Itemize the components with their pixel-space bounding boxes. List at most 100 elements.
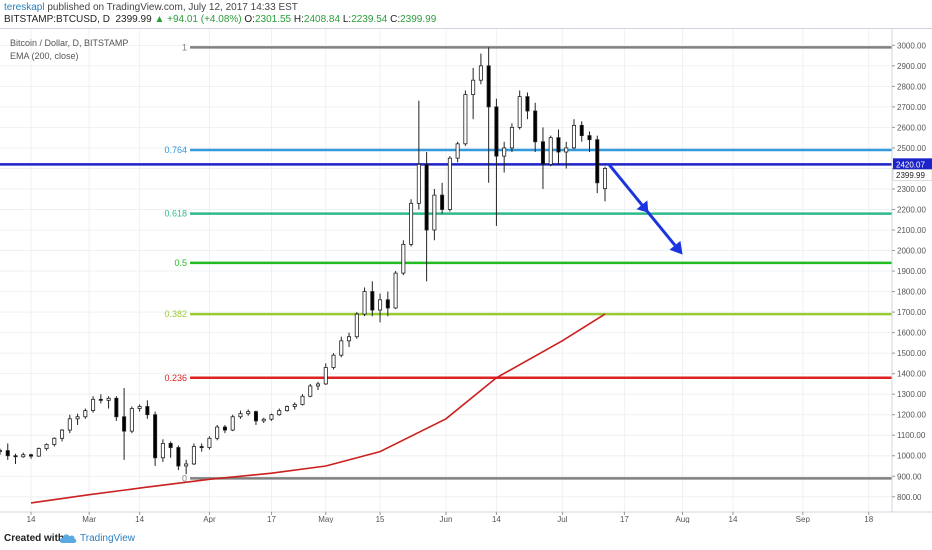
candle-body: [114, 397, 119, 418]
candle-body: [393, 272, 398, 309]
candle-body: [292, 404, 297, 407]
forecast-arrow[interactable]: [607, 163, 683, 255]
ema-200-line: [30, 313, 606, 504]
candle-body: [463, 94, 468, 145]
grid-lines: [0, 29, 892, 512]
candle-body: [83, 410, 88, 418]
price-chart[interactable]: 1 0.764 0.618 0.5 0.382 0.236 0 800.00 900.00 10…: [0, 29, 932, 524]
resistance-price-label: 2420.07: [896, 160, 925, 169]
candle-body: [540, 141, 545, 165]
close-value: 2399.99: [400, 14, 437, 25]
y-tick-label: 2900.00: [897, 62, 926, 71]
y-tick-label: 1000.00: [897, 452, 926, 461]
last-price-label: 2399.99: [896, 171, 925, 180]
candle-body: [21, 454, 26, 458]
y-tick-label: 1900.00: [897, 267, 926, 276]
candle-body: [440, 194, 445, 210]
candle-body: [29, 454, 34, 457]
candle-body: [230, 416, 235, 431]
price-axis[interactable]: 800.00 900.00 1000.00 1100.00 1200.00 1300.00…: [892, 41, 932, 502]
y-tick-label: 1400.00: [897, 370, 926, 379]
candle-body: [370, 291, 375, 311]
candle-body: [98, 398, 103, 401]
tradingview-brand[interactable]: TradingView: [80, 533, 136, 544]
y-tick-label: 3000.00: [897, 41, 926, 50]
candle-body: [416, 163, 421, 204]
y-tick-label: 1800.00: [897, 288, 926, 297]
y-tick-label: 2300.00: [897, 185, 926, 194]
candle-body: [548, 137, 553, 165]
chart-area[interactable]: 1 0.764 0.618 0.5 0.382 0.236 0 800.00 900.00 10…: [0, 28, 932, 524]
candle-body: [91, 398, 96, 412]
x-tick-label: Apr: [203, 515, 216, 523]
candle-body: [261, 418, 266, 422]
footer: Created with TradingView: [0, 528, 932, 550]
fib-level-label: 0.382: [165, 309, 188, 319]
y-tick-label: 2200.00: [897, 205, 926, 214]
candle-body: [106, 397, 111, 401]
candle-body: [36, 448, 41, 457]
author-name[interactable]: tereskapl: [4, 2, 45, 13]
candle-body: [587, 135, 592, 141]
chart-header: tereskapl published on TradingView.com, …: [0, 0, 932, 28]
x-tick-label: Jun: [440, 515, 453, 523]
ema-200-path: [30, 313, 606, 504]
x-tick-label: 14: [27, 515, 36, 523]
chart-legend: Bitcoin / Dollar, D, BITSTAMP EMA (200, …: [10, 37, 128, 63]
x-tick-label: 14: [729, 515, 738, 523]
candle-body: [176, 447, 181, 467]
low-value: 2239.54: [351, 14, 388, 25]
x-tick-label: 14: [135, 515, 144, 523]
y-tick-label: 1600.00: [897, 329, 926, 338]
fib-level-label: 0.5: [175, 258, 188, 268]
candle-body: [603, 168, 608, 190]
y-tick-label: 2700.00: [897, 103, 926, 112]
candle-body: [316, 383, 321, 387]
candle-body: [222, 426, 227, 431]
candle-body: [579, 124, 584, 137]
candle-body: [153, 414, 158, 459]
candle-body: [354, 313, 359, 338]
close-label: C:: [390, 14, 401, 25]
tradingview-cloud-icon[interactable]: [58, 531, 78, 550]
candle-body: [52, 437, 57, 445]
candle-body: [160, 443, 165, 459]
candle-body: [246, 411, 251, 415]
candle-body: [145, 406, 150, 416]
publication-line: tereskapl published on TradingView.com, …: [4, 2, 298, 13]
x-tick-label: Sep: [796, 515, 811, 523]
x-tick-label: May: [318, 515, 333, 523]
time-axis[interactable]: 14 Mar 14 Apr 17 May 15 Jun 14 Jul 17 Aug 14 Sep 18: [27, 512, 874, 524]
candle-body: [308, 385, 313, 397]
resistance-price-tag: [893, 158, 932, 171]
arrow-shaft: [607, 163, 677, 247]
candle-body: [432, 194, 437, 231]
candle-body: [471, 79, 476, 95]
candle-body: [455, 143, 460, 159]
x-tick-label: Mar: [82, 515, 96, 523]
candle-body: [184, 463, 189, 467]
fib-level-label: 0.618: [165, 209, 188, 219]
candle-body: [75, 416, 80, 420]
candle-body: [168, 443, 173, 448]
candle-body: [277, 410, 282, 416]
indicator-title: EMA (200, close): [10, 51, 79, 61]
candle-body: [347, 336, 352, 342]
fib-level-label: 0.764: [165, 145, 188, 155]
candle-body: [494, 106, 499, 157]
fibonacci-levels[interactable]: 1 0.764 0.618 0.5 0.382 0.236 0: [165, 42, 892, 483]
candle-body: [191, 446, 196, 465]
candle-body: [238, 413, 243, 418]
candle-body: [447, 157, 452, 210]
y-tick-label: 1200.00: [897, 411, 926, 420]
y-tick-label: 2500.00: [897, 144, 926, 153]
candle-body: [595, 139, 600, 184]
fib-level-label: 0: [182, 473, 187, 483]
x-tick-label: 17: [620, 515, 629, 523]
candle-body: [378, 299, 383, 311]
candle-body: [478, 65, 483, 81]
candle-body: [517, 96, 522, 128]
high-label: H:: [293, 14, 304, 25]
x-tick-label: 14: [492, 515, 501, 523]
candle-body: [284, 406, 289, 412]
